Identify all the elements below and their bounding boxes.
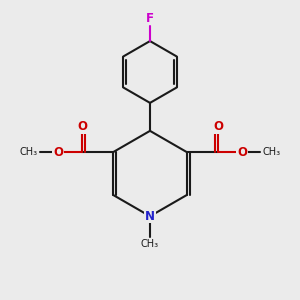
Text: O: O	[77, 120, 87, 133]
Text: O: O	[237, 146, 247, 159]
Text: O: O	[213, 120, 223, 133]
Text: CH₃: CH₃	[141, 239, 159, 249]
Text: CH₃: CH₃	[19, 147, 38, 157]
Text: N: N	[145, 210, 155, 223]
Text: F: F	[146, 12, 154, 25]
Text: CH₃: CH₃	[262, 147, 281, 157]
Text: O: O	[53, 146, 63, 159]
